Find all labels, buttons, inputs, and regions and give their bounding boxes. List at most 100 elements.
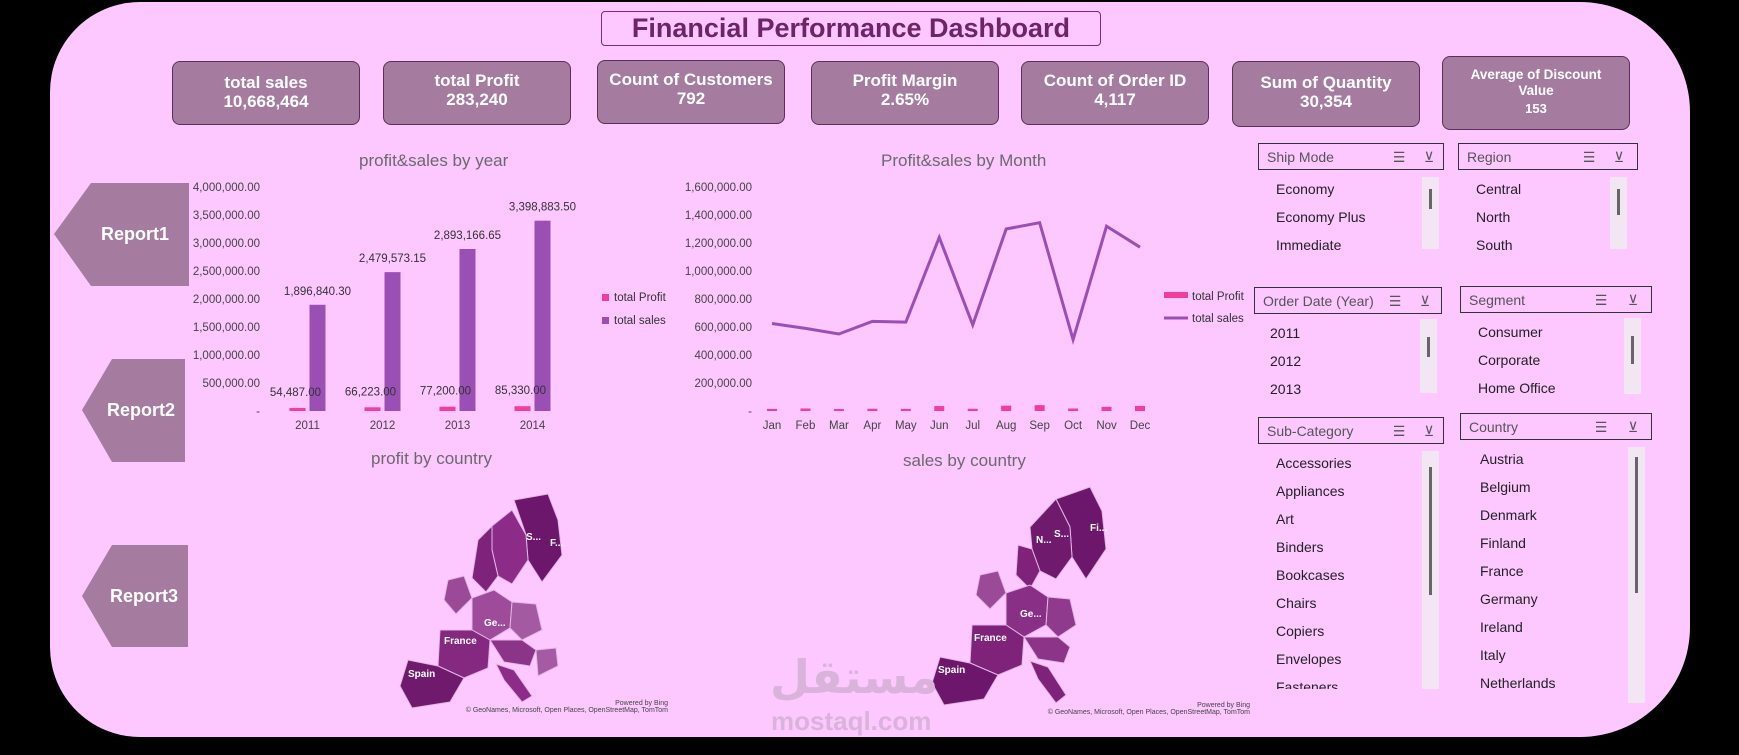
bar-profit [934, 406, 945, 411]
kpi-value: 4,117 [1094, 90, 1136, 109]
kpi-value: 283,240 [446, 90, 508, 109]
slicer-scrollbar[interactable] [1628, 447, 1645, 703]
kpi-label: total sales [224, 73, 308, 92]
data-label-profit: 54,487.00 [270, 387, 321, 399]
slicer-item[interactable]: Accessories [1276, 455, 1352, 471]
slicer-item[interactable]: Art [1276, 511, 1294, 527]
slicer-item[interactable]: Finland [1480, 535, 1526, 551]
report1-button[interactable]: Report1 [54, 183, 189, 286]
slicer-item[interactable]: Immediate [1276, 237, 1342, 253]
clear-filter-icon[interactable]: ⊻ [1423, 423, 1435, 439]
slicer-item[interactable]: Austria [1480, 451, 1524, 467]
slicer-item[interactable]: Chairs [1276, 595, 1317, 611]
slicer-item[interactable]: Central [1476, 181, 1522, 197]
scrollbar-thumb[interactable] [1429, 189, 1432, 209]
x-tick-label: May [895, 420, 917, 432]
data-label-profit: 85,330.00 [495, 385, 546, 397]
legend-label-profit: total Profit [1192, 291, 1245, 303]
x-tick-label: Feb [796, 420, 816, 432]
slicer-item[interactable]: Economy Plus [1276, 209, 1366, 225]
map-label-spain: Spain [938, 665, 965, 676]
kpi-value: 2.65% [880, 90, 930, 109]
slicer-item[interactable]: Bookcases [1276, 567, 1345, 583]
slicer-item[interactable]: South [1476, 237, 1513, 253]
slicer-item[interactable]: 2013 [1270, 381, 1302, 397]
x-tick-label: Jun [930, 420, 949, 432]
kpi-profit-margin: Profit Margin 2.65% [811, 61, 999, 125]
bar-profit [1034, 405, 1045, 411]
slicer-scrollbar[interactable] [1422, 451, 1439, 689]
legend-swatch-profit [1164, 292, 1188, 298]
x-tick-label: Jan [763, 420, 782, 432]
scrollbar-thumb[interactable] [1617, 189, 1620, 215]
data-label-sales: 3,398,883.50 [509, 202, 576, 214]
bar-sales [534, 220, 551, 411]
slicer-scrollbar[interactable] [1420, 319, 1437, 393]
map-credit-sales: Powered by Bing © GeoNames, Microsoft, O… [1022, 702, 1250, 716]
slicer-title: Region [1467, 149, 1512, 165]
scrollbar-thumb[interactable] [1631, 336, 1634, 364]
slicer-header: Region ☰ ⊻ [1458, 143, 1638, 170]
slicer-item[interactable]: Economy [1276, 181, 1335, 197]
slicer-item[interactable]: Fasteners [1276, 679, 1339, 689]
scrollbar-thumb[interactable] [1427, 337, 1430, 357]
y-tick-label: 1,000,000.00 [193, 350, 260, 362]
slicer-item[interactable]: Consumer [1478, 324, 1543, 340]
report3-button[interactable]: Report3 [82, 545, 188, 648]
slicer-item[interactable]: North [1476, 209, 1511, 225]
slicer-item[interactable]: Binders [1276, 539, 1324, 555]
clear-filter-icon[interactable]: ⊻ [1627, 419, 1639, 435]
slicer-item[interactable]: Netherlands [1480, 675, 1556, 691]
profit-by-country-map: S... F... Ge... France Spain [399, 493, 564, 709]
report2-button[interactable]: Report2 [82, 359, 185, 462]
slicer-scrollbar[interactable] [1610, 177, 1627, 249]
slicer-item[interactable]: Envelopes [1276, 651, 1342, 667]
slicer-item[interactable]: Italy [1480, 647, 1506, 663]
bar-sales [459, 248, 476, 411]
slicer-items: 2011 2012 2013 [1270, 319, 1301, 403]
clear-filter-icon[interactable]: ⊻ [1419, 293, 1431, 309]
kpi-sum-quantity: Sum of Quantity 30,354 [1232, 61, 1420, 127]
map-credit-line: © GeoNames, Microsoft, Open Places, Open… [465, 707, 668, 714]
kpi-average-discount: Average of Discount Value 153 [1442, 56, 1630, 130]
slicer-item[interactable]: France [1480, 563, 1524, 579]
map-label-finland: Fi... [1090, 523, 1107, 534]
slicer-item[interactable]: Denmark [1480, 507, 1537, 523]
slicer-item[interactable]: Belgium [1480, 479, 1531, 495]
x-tick-label: 2013 [445, 420, 471, 432]
slicer-scrollbar[interactable] [1624, 318, 1641, 394]
slicer-item[interactable]: Germany [1480, 591, 1538, 607]
multi-select-icon[interactable]: ☰ [1594, 419, 1608, 435]
y-tick-label: 1,000,000.00 [685, 266, 752, 278]
report-arrow-shape [82, 545, 188, 647]
scrollbar-thumb[interactable] [1635, 457, 1638, 593]
slicer-title: Sub-Category [1267, 423, 1354, 439]
scrollbar-thumb[interactable] [1429, 467, 1432, 595]
slicer-item[interactable]: Appliances [1276, 483, 1345, 499]
slicer-items: Economy Economy Plus Immediate [1276, 175, 1365, 259]
slicer-scrollbar[interactable] [1422, 177, 1439, 249]
slicer-item[interactable]: Home Office [1478, 380, 1556, 396]
multi-select-icon[interactable]: ☰ [1388, 293, 1402, 309]
multi-select-icon[interactable]: ☰ [1582, 149, 1596, 165]
y-tick-label: 500,000.00 [202, 378, 260, 390]
multi-select-icon[interactable]: ☰ [1594, 292, 1608, 308]
kpi-total-sales: total sales 10,668,464 [172, 61, 360, 125]
report3-label: Report3 [109, 586, 178, 606]
x-tick-label: 2012 [370, 420, 396, 432]
clear-filter-icon[interactable]: ⊻ [1423, 149, 1435, 165]
kpi-label: Count of Customers [609, 70, 773, 89]
slicer-item[interactable]: Corporate [1478, 352, 1541, 368]
clear-filter-icon[interactable]: ⊻ [1613, 149, 1625, 165]
y-tick-label: 1,200,000.00 [685, 238, 752, 250]
kpi-count-order-id: Count of Order ID 4,117 [1021, 61, 1209, 125]
slicer-item[interactable]: 2012 [1270, 353, 1302, 369]
slicer-item[interactable]: Copiers [1276, 623, 1325, 639]
multi-select-icon[interactable]: ☰ [1392, 423, 1406, 439]
kpi-label: Average of Discount Value [1470, 67, 1602, 98]
x-tick-label: Mar [829, 420, 849, 432]
multi-select-icon[interactable]: ☰ [1392, 149, 1406, 165]
slicer-item[interactable]: 2011 [1270, 325, 1301, 341]
slicer-item[interactable]: Ireland [1480, 619, 1523, 635]
clear-filter-icon[interactable]: ⊻ [1627, 292, 1639, 308]
